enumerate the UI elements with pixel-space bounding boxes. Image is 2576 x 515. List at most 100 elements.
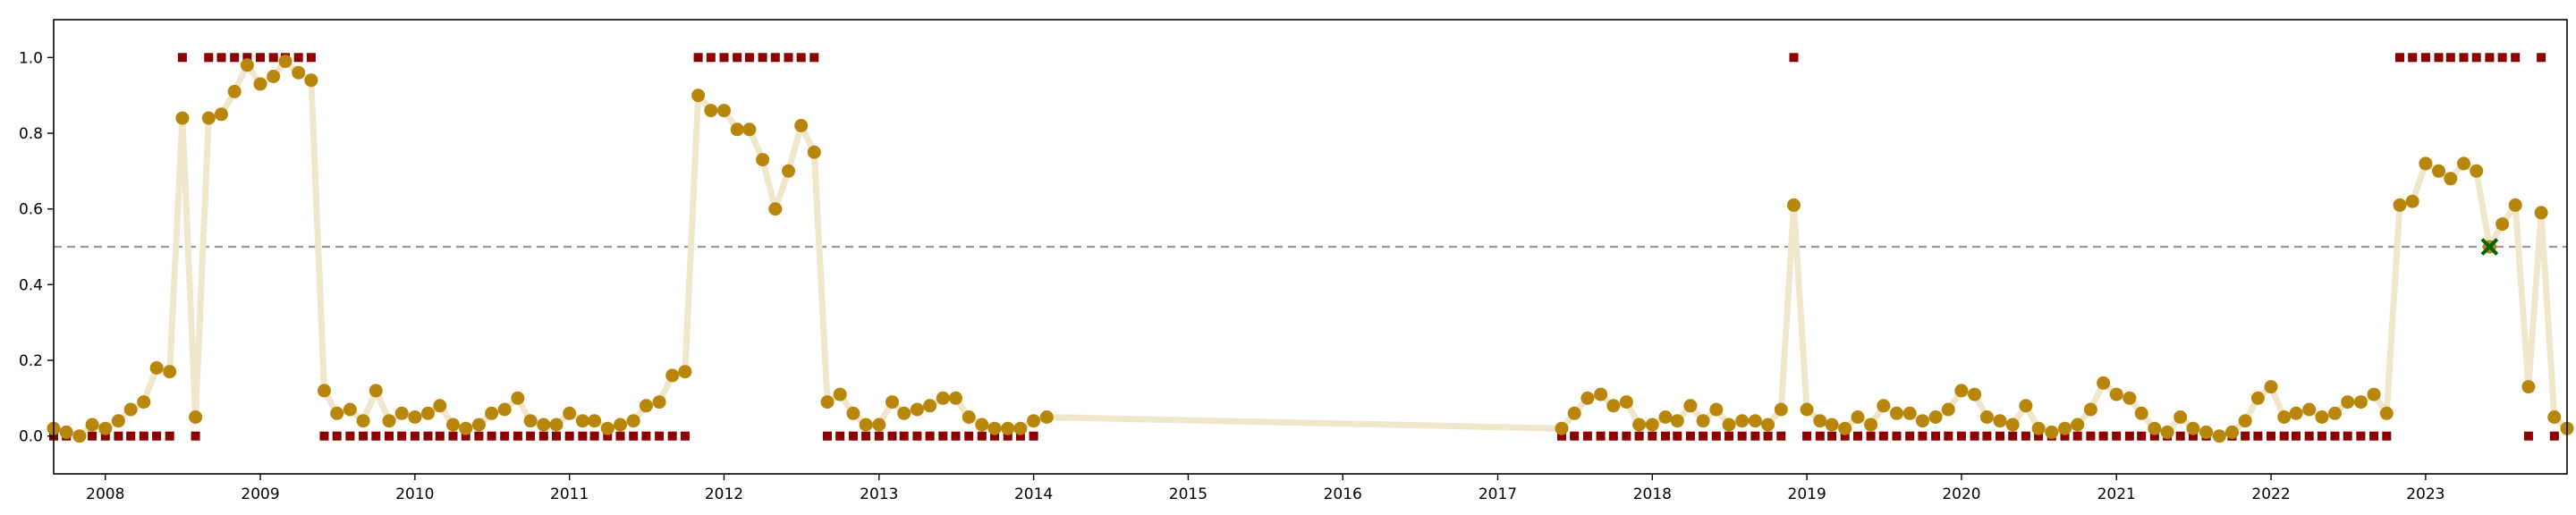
- y-tick-label-0.4: 0.4: [19, 276, 43, 294]
- probability-point-66: [897, 406, 911, 420]
- label-marker-56: [770, 53, 780, 63]
- probability-point-72: [975, 418, 989, 432]
- probability-point-94: [1761, 418, 1775, 432]
- probability-point-87: [1670, 414, 1684, 428]
- label-marker-83: [1634, 431, 1644, 441]
- probability-point-45: [626, 414, 640, 428]
- probability-point-41: [575, 414, 589, 428]
- label-marker-87: [1685, 431, 1695, 441]
- probability-point-58: [794, 119, 809, 132]
- label-marker-88: [1699, 431, 1708, 441]
- plot-frame: [53, 19, 2568, 475]
- probability-point-3: [85, 418, 99, 432]
- probability-point-64: [872, 418, 886, 432]
- label-marker-66: [899, 431, 909, 441]
- label-marker-100: [1853, 431, 1862, 441]
- label-marker-139: [2356, 431, 2366, 441]
- label-marker-86: [1673, 431, 1682, 441]
- label-marker-73: [990, 431, 999, 441]
- probability-point-63: [859, 418, 873, 432]
- probability-point-141: [2367, 387, 2381, 401]
- probability-point-104: [1890, 406, 1903, 420]
- probability-point-129: [2212, 429, 2226, 443]
- x-axis: 2008 2009 2010 2011 2012 2013 2014 2015 2016 2017…: [86, 474, 2445, 503]
- probability-point-137: [2315, 410, 2329, 424]
- label-marker-154: [2549, 431, 2559, 441]
- label-markers: [49, 53, 2559, 441]
- label-marker-26: [385, 431, 394, 441]
- label-marker-142: [2395, 53, 2404, 63]
- label-marker-31: [448, 431, 458, 441]
- label-marker-133: [2279, 431, 2289, 441]
- label-marker-89: [1711, 431, 1721, 441]
- label-marker-16: [256, 53, 265, 63]
- probability-point-27: [394, 406, 409, 420]
- label-marker-120: [2112, 431, 2122, 441]
- probability-point-55: [756, 153, 770, 167]
- probability-point-125: [2160, 425, 2174, 439]
- label-marker-151: [2511, 53, 2521, 63]
- label-marker-117: [2072, 431, 2082, 441]
- probability-point-96: [1787, 198, 1801, 212]
- y-tick-label-1.0: 1.0: [19, 49, 43, 67]
- x-tick-label-2019: 2019: [1788, 485, 1826, 503]
- label-marker-125: [2175, 431, 2185, 441]
- label-marker-94: [1776, 431, 1786, 441]
- label-marker-107: [1944, 431, 1953, 441]
- probability-point-57: [782, 164, 795, 178]
- label-marker-81: [1608, 431, 1618, 441]
- label-marker-118: [2086, 431, 2096, 441]
- probability-point-24: [356, 414, 370, 428]
- label-marker-97: [1815, 431, 1825, 441]
- probability-point-81: [1594, 387, 1608, 401]
- label-marker-45: [629, 431, 639, 441]
- probability-point-34: [485, 406, 499, 420]
- cross-markers: [2480, 238, 2499, 256]
- probability-point-71: [962, 410, 976, 424]
- y-axis: 0.0 0.2 0.4 0.6 0.8 1.0: [19, 49, 54, 446]
- label-marker-119: [2098, 431, 2108, 441]
- label-marker-53: [733, 53, 742, 63]
- probability-point-26: [382, 414, 396, 428]
- x-tick-label-2011: 2011: [550, 485, 589, 503]
- label-marker-43: [603, 431, 613, 441]
- probability-point-47: [652, 395, 666, 409]
- label-marker-103: [1892, 431, 1902, 441]
- label-marker-47: [655, 431, 665, 441]
- label-marker-144: [2420, 53, 2430, 63]
- label-marker-58: [796, 53, 806, 63]
- label-marker-60: [823, 431, 832, 441]
- label-marker-112: [2008, 431, 2018, 441]
- label-marker-98: [1827, 431, 1837, 441]
- label-marker-149: [2485, 53, 2495, 63]
- label-marker-36: [513, 431, 522, 441]
- probability-point-120: [2097, 376, 2111, 390]
- label-marker-106: [1931, 431, 1941, 441]
- probability-point-49: [678, 365, 692, 379]
- label-marker-37: [526, 431, 536, 441]
- probability-point-1: [59, 425, 73, 439]
- probability-point-69: [936, 391, 950, 405]
- label-marker-123: [2149, 431, 2159, 441]
- probability-point-46: [639, 399, 653, 413]
- label-marker-6: [126, 431, 136, 441]
- label-marker-84: [1648, 431, 1657, 441]
- probability-point-146: [2432, 164, 2445, 178]
- label-marker-145: [2434, 53, 2444, 63]
- label-marker-92: [1750, 431, 1760, 441]
- probability-point-76: [1027, 414, 1041, 428]
- probability-point-103: [1877, 399, 1891, 413]
- label-marker-39: [552, 431, 561, 441]
- probability-point-77: [1039, 410, 1054, 424]
- label-marker-17: [268, 53, 278, 63]
- label-marker-96: [1802, 431, 1812, 441]
- label-marker-32: [461, 431, 470, 441]
- probability-point-40: [563, 406, 577, 420]
- probability-point-8: [149, 361, 164, 375]
- probability-point-98: [1813, 414, 1827, 428]
- probability-point-107: [1928, 410, 1943, 424]
- probability-point-18: [278, 55, 292, 69]
- probability-point-28: [408, 410, 422, 424]
- probability-point-14: [227, 84, 242, 98]
- y-tick-label-0.6: 0.6: [19, 201, 43, 219]
